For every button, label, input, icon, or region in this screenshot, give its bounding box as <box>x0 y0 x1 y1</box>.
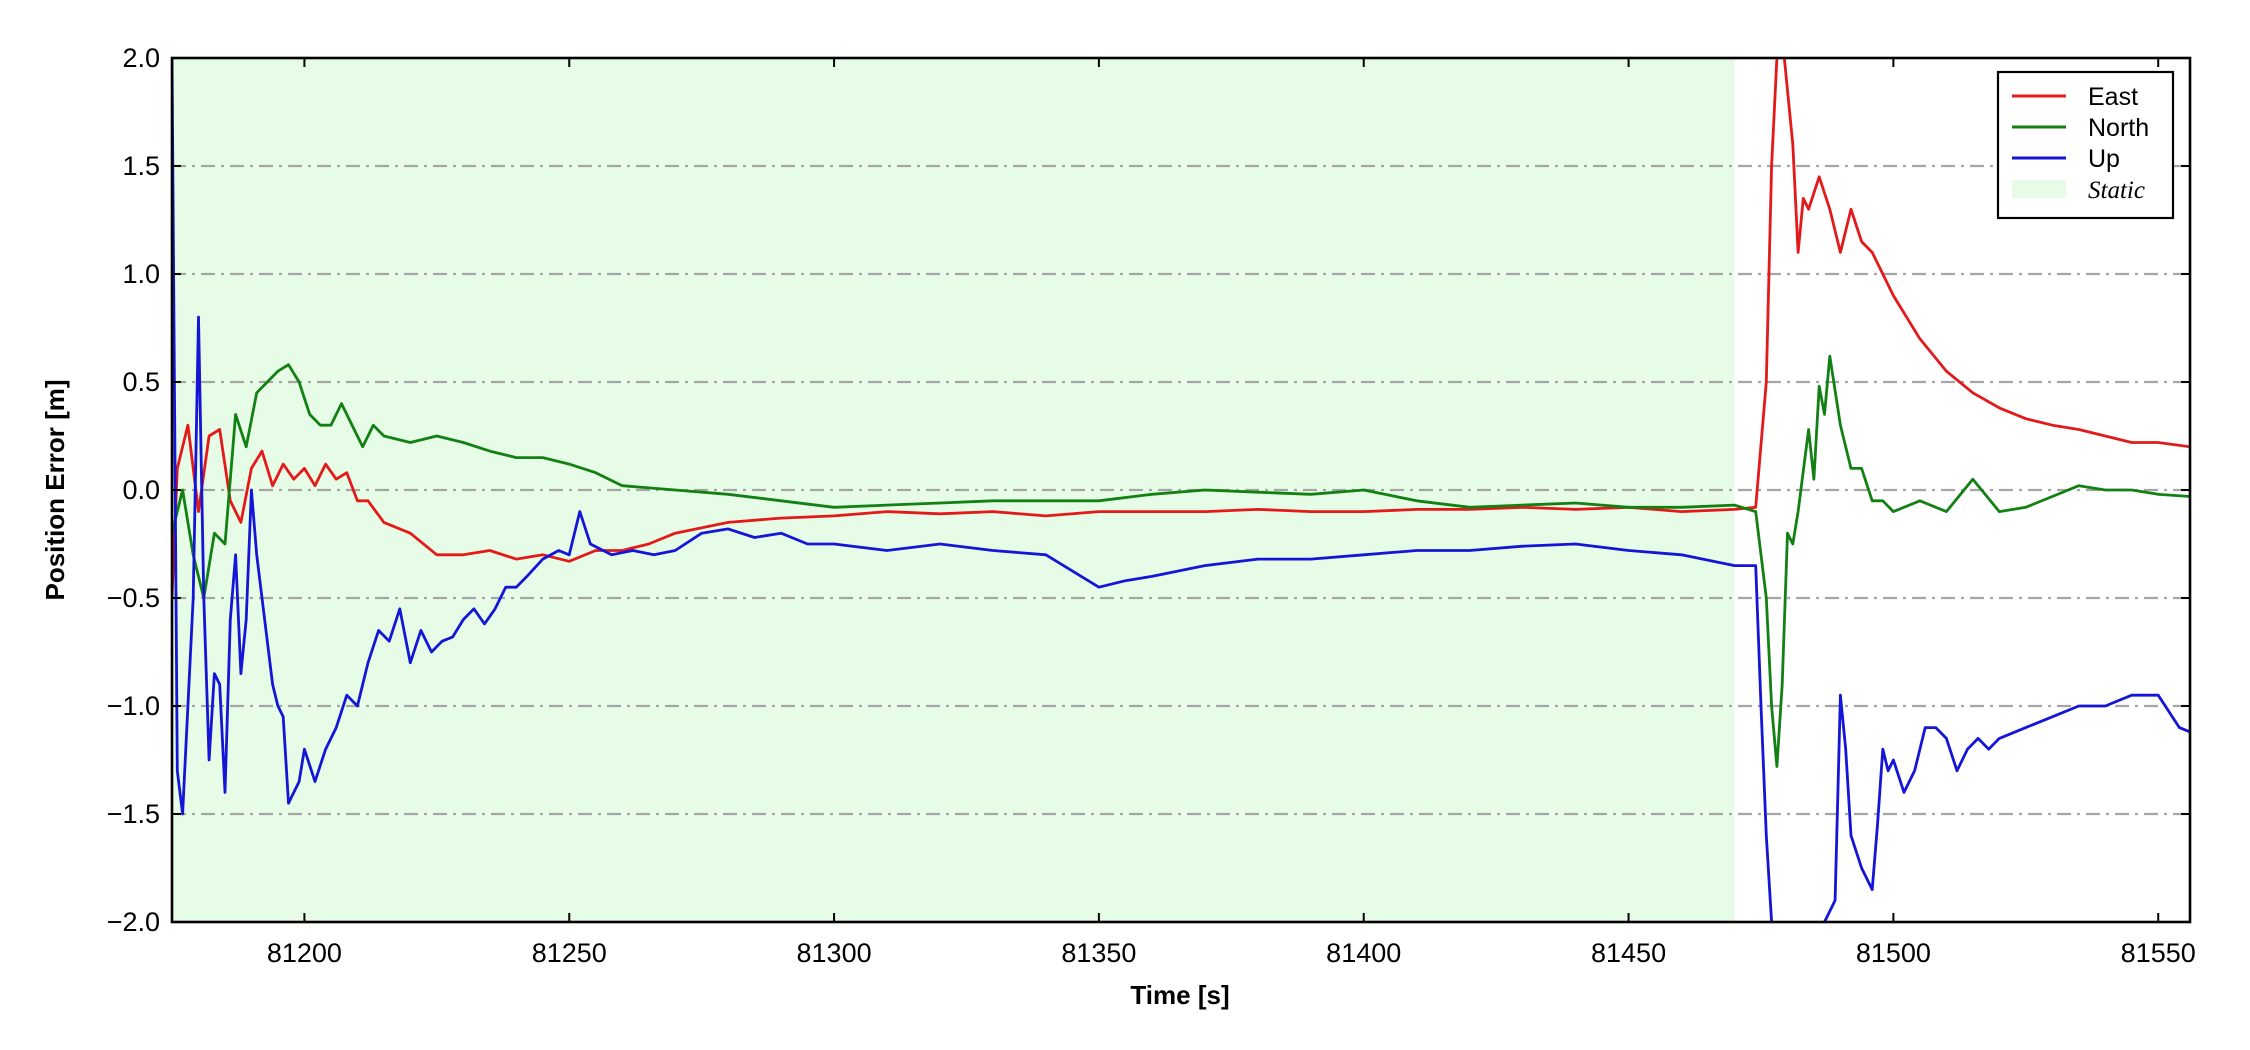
x-tick-label: 81400 <box>1326 938 1401 968</box>
y-tick-label: 1.0 <box>122 259 160 289</box>
x-axis-title: Time [s] <box>1130 980 1229 1010</box>
y-tick-label: 2.0 <box>122 43 160 73</box>
series-line-north <box>172 354 2190 768</box>
x-tick-label: 81250 <box>532 938 607 968</box>
y-tick-label: −2.0 <box>107 907 160 937</box>
series-line-east <box>172 58 2190 599</box>
x-tick-label: 81450 <box>1591 938 1666 968</box>
y-tick-label: −1.5 <box>107 799 160 829</box>
x-tick-label: 81350 <box>1061 938 1136 968</box>
legend-label-static: Static <box>2088 177 2145 204</box>
y-tick-label: 0.5 <box>122 367 160 397</box>
x-tick-label: 81500 <box>1856 938 1931 968</box>
legend-swatch-static <box>2012 180 2066 198</box>
x-tick-label: 81300 <box>797 938 872 968</box>
y-tick-label: 0.0 <box>122 475 160 505</box>
legend-label-north: North <box>2088 114 2149 142</box>
legend-label-up: Up <box>2088 145 2120 173</box>
y-tick-label: −0.5 <box>107 583 160 613</box>
legend-label-east: East <box>2088 83 2138 111</box>
y-tick-label: −1.0 <box>107 691 160 721</box>
y-axis-title: Position Error [m] <box>40 379 70 600</box>
legend: East North Up Static <box>1996 70 2175 220</box>
series-line-up <box>172 58 2190 922</box>
static-region <box>172 58 1735 922</box>
y-tick-label: 1.5 <box>122 151 160 181</box>
x-tick-label: 81550 <box>2121 938 2196 968</box>
x-tick-label: 81200 <box>267 938 342 968</box>
